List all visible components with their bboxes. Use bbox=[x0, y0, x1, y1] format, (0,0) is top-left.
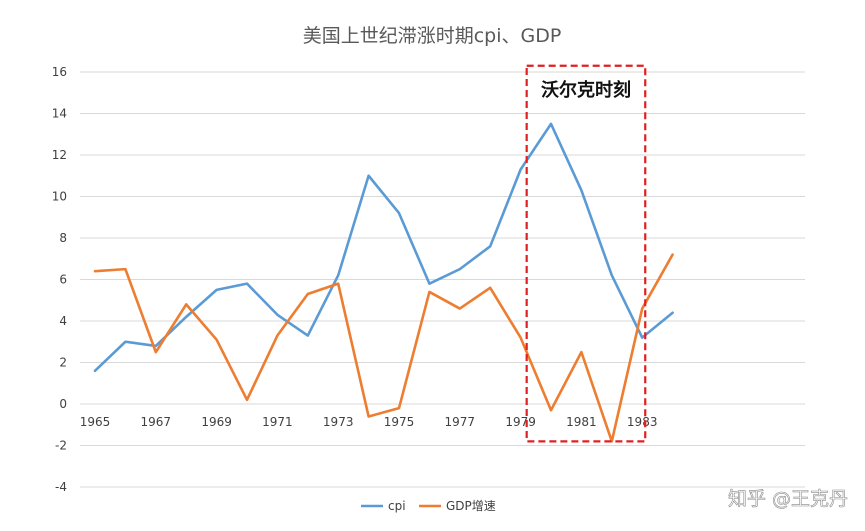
annotation-box bbox=[525, 64, 647, 443]
annotation-label: 沃尔克时刻 bbox=[541, 79, 631, 101]
legend-label-0: cpi bbox=[388, 499, 406, 513]
grid bbox=[80, 71, 805, 488]
x-tick-label: 1983 bbox=[627, 415, 658, 429]
y-tick-label: 4 bbox=[59, 314, 67, 328]
x-tick-label: 1973 bbox=[323, 415, 354, 429]
annotation: 沃尔克时刻 bbox=[525, 64, 647, 443]
y-tick-label: 0 bbox=[59, 397, 67, 411]
y-tick-label: 8 bbox=[59, 231, 67, 245]
y-tick-label: 14 bbox=[52, 107, 67, 121]
x-tick-label: 1979 bbox=[505, 415, 536, 429]
y-tick-label: 6 bbox=[59, 273, 67, 287]
x-tick-label: 1967 bbox=[141, 415, 172, 429]
series-lines bbox=[93, 122, 674, 443]
y-tick-label: 12 bbox=[52, 148, 67, 162]
y-tick-label: 10 bbox=[52, 190, 67, 204]
legend-label-1: GDP增速 bbox=[446, 499, 496, 513]
chart-title: 美国上世纪滞涨时期cpi、GDP bbox=[303, 25, 562, 47]
legend: cpi GDP增速 bbox=[361, 499, 496, 513]
x-tick-label: 1971 bbox=[262, 415, 293, 429]
x-tick-label: 1981 bbox=[566, 415, 597, 429]
y-axis: 16 14 12 10 8 6 4 2 0 -2 -4 bbox=[52, 65, 67, 494]
x-tick-label: 1975 bbox=[384, 415, 415, 429]
series-line-0 bbox=[93, 122, 674, 373]
y-tick-label: 2 bbox=[59, 356, 67, 370]
x-tick-label: 1965 bbox=[80, 415, 111, 429]
y-tick-label: -4 bbox=[55, 480, 67, 494]
y-tick-label: -2 bbox=[55, 439, 67, 453]
y-tick-label: 16 bbox=[52, 65, 67, 79]
watermark: 知乎 @王克丹 bbox=[728, 488, 848, 510]
x-tick-label: 1977 bbox=[445, 415, 476, 429]
x-axis: 1965 1967 1969 1971 1973 1975 1977 1979 1981 1983 bbox=[80, 415, 658, 429]
series-line-1 bbox=[93, 253, 674, 443]
x-tick-label: 1969 bbox=[201, 415, 232, 429]
